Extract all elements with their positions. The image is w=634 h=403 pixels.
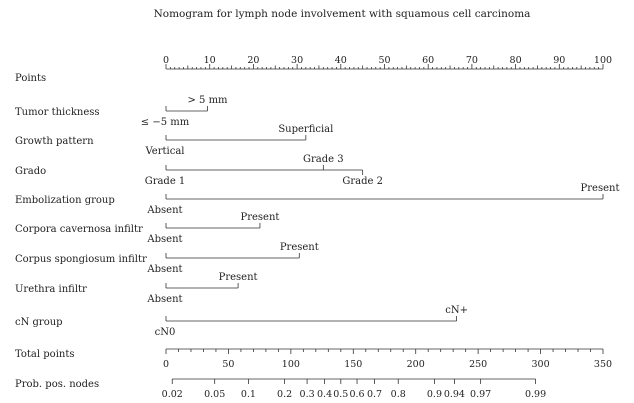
total-points-tick-label: 0 <box>163 359 169 370</box>
points-tick-label: 70 <box>466 55 478 66</box>
level-label: Absent <box>146 294 182 305</box>
points-tick-label: 50 <box>378 55 390 66</box>
chart-title: Nomogram for lymph node involvement with… <box>154 8 531 20</box>
total-points-tick-label: 100 <box>282 359 300 370</box>
nomogram-layer: Points 0 10 20 30 40 50 60 70 80 90 100 Tumor thickn… <box>15 55 619 400</box>
points-tick-label: 40 <box>335 55 347 66</box>
level-label: Present <box>219 272 258 283</box>
variable-label: Tumor thickness <box>15 107 100 118</box>
level-label: Present <box>581 183 620 194</box>
total-points-row-label: Total points <box>15 349 74 360</box>
variable-label: cN group <box>15 317 63 328</box>
points-tick-label: 100 <box>594 55 612 66</box>
level-label: Absent <box>146 205 182 216</box>
probability-tick-label: 0.02 <box>162 389 183 400</box>
probability-tick-label: 0.7 <box>367 389 382 400</box>
points-tick-label: 80 <box>510 55 522 66</box>
level-label: Absent <box>146 234 182 245</box>
level-label: ≤ −5 mm <box>141 117 190 128</box>
level-label: Absent <box>146 264 182 275</box>
variable-label: Urethra infiltr <box>15 284 87 295</box>
probability-tick-label: 0.8 <box>391 389 406 400</box>
variable-label: Corpus spongiosum infiltr <box>15 254 147 265</box>
points-tick-label: 30 <box>291 55 303 66</box>
total-points-tick-label: 350 <box>594 359 612 370</box>
points-tick-label: 0 <box>163 55 169 66</box>
probability-row-label: Prob. pos. nodes <box>15 379 99 390</box>
level-label: Grade 2 <box>342 176 383 187</box>
total-points-tick-label: 250 <box>469 359 487 370</box>
probability-tick-label: 0.94 <box>444 389 465 400</box>
probability-tick-label: 0.9 <box>427 389 442 400</box>
probability-tick-label: 0.6 <box>349 389 364 400</box>
total-points-tick-label: 200 <box>407 359 425 370</box>
level-label: cN+ <box>445 305 468 316</box>
total-points-tick-label: 300 <box>532 359 550 370</box>
level-label: Present <box>280 242 319 253</box>
variable-label: Grado <box>15 166 46 177</box>
probability-tick-label: 0.97 <box>470 389 491 400</box>
level-label: Grade 3 <box>303 154 344 165</box>
probability-tick-label: 0.05 <box>204 389 225 400</box>
probability-tick-label: 0.1 <box>241 389 256 400</box>
probability-tick-label: 0.3 <box>300 389 315 400</box>
points-tick-label: 10 <box>204 55 216 66</box>
level-label: cN0 <box>155 327 176 338</box>
level-label: Grade 1 <box>145 176 186 187</box>
probability-tick-label: 0.4 <box>317 389 332 400</box>
total-points-tick-label: 150 <box>344 359 362 370</box>
variable-label: Growth pattern <box>15 136 94 147</box>
level-label: Present <box>240 212 279 223</box>
points-tick-label: 60 <box>422 55 434 66</box>
probability-tick-label: 0.5 <box>333 389 348 400</box>
level-label: > 5 mm <box>187 95 228 106</box>
points-tick-label: 20 <box>247 55 259 66</box>
probability-tick-label: 0.99 <box>525 389 546 400</box>
variable-label: Corpora cavernosa infiltr <box>15 224 143 235</box>
points-row-label: Points <box>15 73 46 84</box>
points-tick-label: 90 <box>553 55 565 66</box>
level-label: Vertical <box>145 146 185 157</box>
level-label: Superficial <box>278 124 333 135</box>
probability-tick-label: 0.2 <box>277 389 292 400</box>
total-points-tick-label: 50 <box>222 359 234 370</box>
variable-label: Embolization group <box>15 195 115 206</box>
